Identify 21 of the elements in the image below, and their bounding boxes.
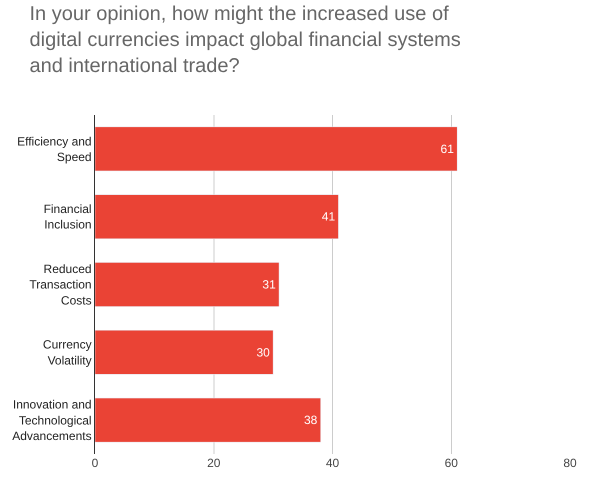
data-label: 41 [322,210,336,224]
bar [95,262,280,307]
data-label: 31 [262,278,276,292]
y-tick-label: Efficiency and Speed [17,134,92,164]
data-label: 61 [440,142,454,156]
data-label: 38 [304,413,318,428]
bar [95,126,458,172]
data-label: 30 [256,345,270,360]
bar [95,194,339,239]
chart-title: In your opinion, how might the increased use of digital currencies impact global financial systems and international trade? [30,2,461,77]
bar [95,330,274,375]
y-tick-label: Financial Inclusion [44,202,92,232]
x-tick-label: 0 [92,456,99,470]
x-tick-label: 60 [444,456,458,470]
x-tick-label: 40 [326,456,340,470]
y-tick-label: Reduced Transaction Costs [29,262,92,308]
y-tick-label: Innovation and Technological Advancements [12,398,92,443]
bar [95,398,321,442]
x-tick-label: 20 [207,456,221,470]
x-tick-label: 80 [563,456,577,470]
y-tick-label: Currency Volatility [42,338,92,368]
